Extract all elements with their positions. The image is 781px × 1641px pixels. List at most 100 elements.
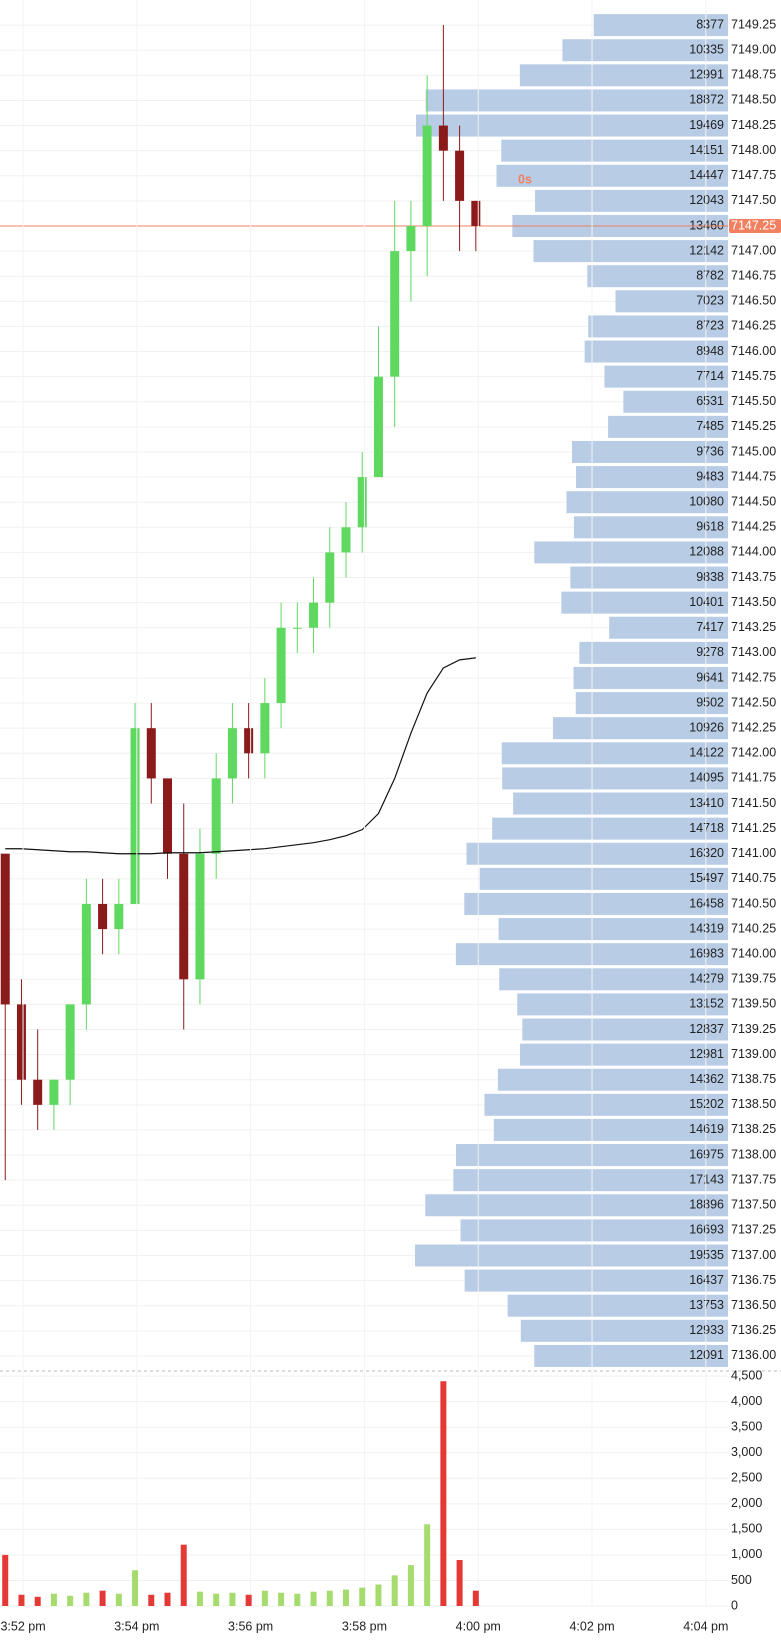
volume-bar	[278, 1592, 285, 1606]
profile-bar	[498, 918, 728, 941]
candle-body	[16, 1004, 26, 1080]
x-tick-label: 3:58 pm	[342, 1619, 387, 1633]
profile-bar	[615, 290, 728, 313]
y-tick-label: 7143.75	[731, 570, 776, 584]
volume-bar	[18, 1594, 25, 1606]
profile-value: 16693	[689, 1223, 724, 1237]
y-tick-label: 7146.50	[731, 294, 776, 308]
y-tick-label: 7141.50	[731, 796, 776, 810]
candle-body	[276, 627, 286, 704]
profile-value: 12933	[689, 1323, 724, 1337]
annotation: 0s	[518, 172, 532, 186]
y-tick-label: 7139.25	[731, 1022, 776, 1036]
y-tick-label: 7140.75	[731, 871, 776, 885]
profile-bar	[609, 616, 728, 639]
y-tick-label: 7138.25	[731, 1122, 776, 1136]
y-tick-label: 7147.75	[731, 168, 776, 182]
candle-body	[130, 728, 140, 904]
profile-bar	[566, 491, 728, 514]
candle-body	[98, 903, 108, 930]
profile-value: 10926	[689, 720, 724, 734]
profile-bar	[572, 440, 728, 463]
y-tick-label: 7142.75	[731, 670, 776, 684]
profile-value: 13410	[689, 796, 724, 810]
profile-value: 7417	[696, 620, 724, 634]
y-tick-label: 7149.00	[731, 43, 776, 57]
y-tick-label: 7146.00	[731, 344, 776, 358]
profile-value: 14362	[689, 1072, 724, 1086]
volume-bar	[294, 1593, 301, 1606]
profile-value: 9641	[696, 670, 724, 684]
volume-bar	[472, 1590, 479, 1606]
y-tick-label: 7148.50	[731, 93, 776, 107]
profile-bar	[507, 1294, 728, 1317]
profile-value: 12091	[689, 1348, 724, 1362]
profile-bar	[464, 892, 728, 915]
profile-bar	[570, 566, 728, 589]
x-tick-label: 3:56 pm	[228, 1619, 273, 1633]
profile-bar	[464, 1269, 728, 1292]
y-tick-label: 7146.25	[731, 319, 776, 333]
profile-value: 8948	[696, 344, 724, 358]
profile-bar	[453, 1169, 728, 1192]
volume-bar	[83, 1592, 90, 1606]
profile-bar	[416, 114, 728, 137]
profile-value: 12981	[689, 1047, 724, 1061]
candle-body	[244, 728, 254, 754]
y-tick-label: 7136.75	[731, 1273, 776, 1287]
candle-body	[163, 778, 173, 854]
profile-bar	[520, 1043, 728, 1066]
profile-value: 12043	[689, 193, 724, 207]
y-tick-label: 7143.00	[731, 645, 776, 659]
candle-body	[422, 125, 432, 226]
y-tick-label: 7137.00	[731, 1248, 776, 1262]
y-tick-label: 7145.00	[731, 444, 776, 458]
candle-body	[341, 527, 351, 553]
y-tick-label: 7143.50	[731, 595, 776, 609]
profile-value: 17143	[689, 1172, 724, 1186]
profile-value: 12088	[689, 545, 724, 559]
volume-bar	[180, 1544, 187, 1606]
candle-body	[33, 1079, 43, 1105]
y-tick-label: 7143.25	[731, 620, 776, 634]
volume-bar	[375, 1584, 382, 1606]
candle-body	[227, 728, 237, 779]
profile-value: 14619	[689, 1122, 724, 1136]
volume-bar	[148, 1594, 155, 1606]
y-tick-label: 7139.75	[731, 972, 776, 986]
indicator-line	[5, 657, 476, 855]
profile-value: 8723	[696, 319, 724, 333]
volume-bar	[196, 1591, 203, 1606]
y-tick-label: 7138.00	[731, 1147, 776, 1161]
y-tick-label: 7138.75	[731, 1072, 776, 1086]
profile-value: 15497	[689, 871, 724, 885]
y-tick-label: 7149.25	[731, 17, 776, 31]
profile-bar	[520, 1319, 728, 1342]
profile-bar	[513, 792, 728, 815]
profile-bar	[575, 692, 728, 715]
profile-bar	[425, 1194, 728, 1217]
y-tick-label: 7136.50	[731, 1298, 776, 1312]
y-tick-label: 3,000	[731, 1445, 762, 1459]
volume-bar	[456, 1560, 463, 1606]
y-tick-label: 7147.00	[731, 243, 776, 257]
y-tick-label: 7140.00	[731, 946, 776, 960]
candle-body	[373, 376, 383, 478]
profile-bar	[584, 340, 728, 363]
candle-body	[438, 125, 448, 151]
profile-value: 16437	[689, 1273, 724, 1287]
profile-bar	[579, 641, 728, 664]
profile-value: 7714	[696, 369, 724, 383]
profile-value: 14319	[689, 921, 724, 935]
x-tick-label: 4:00 pm	[456, 1619, 501, 1633]
profile-value: 12837	[689, 1022, 724, 1036]
y-tick-label: 7148.00	[731, 143, 776, 157]
x-tick-label: 3:54 pm	[114, 1619, 159, 1633]
volume-bar	[164, 1592, 171, 1606]
y-tick-label: 7142.50	[731, 695, 776, 709]
candle-body	[406, 225, 416, 252]
volume-bar	[359, 1587, 366, 1606]
y-tick-label: 7136.25	[731, 1323, 776, 1337]
volume-bar	[424, 1524, 431, 1606]
